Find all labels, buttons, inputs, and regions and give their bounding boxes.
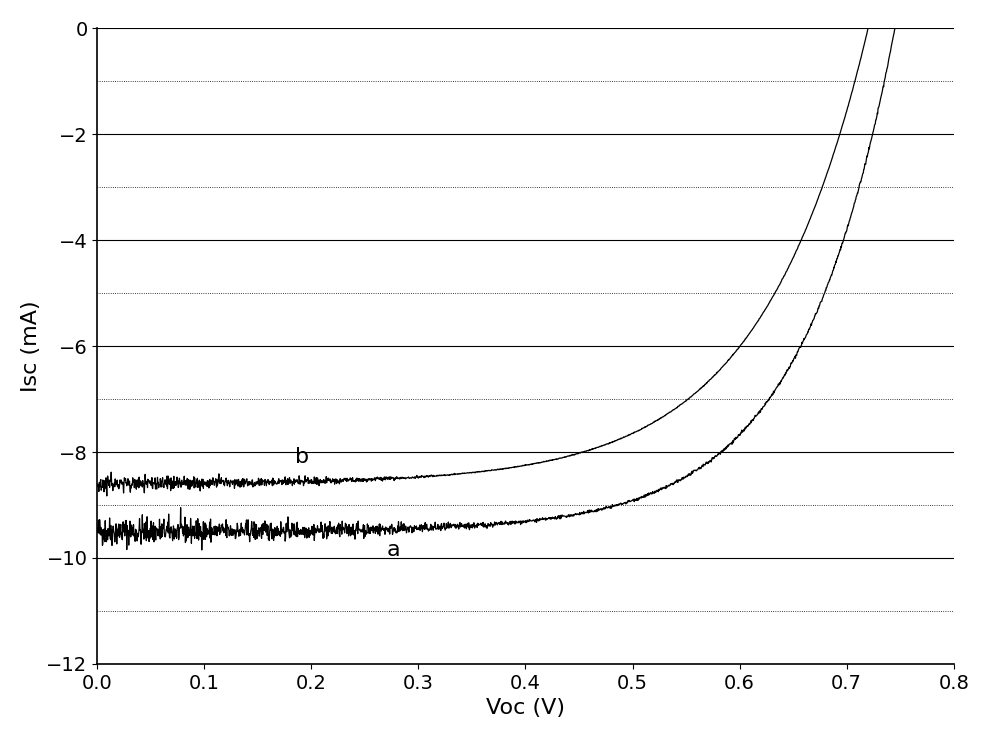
Text: b: b [295,447,310,467]
X-axis label: Voc (V): Voc (V) [486,698,565,718]
Y-axis label: Isc (mA): Isc (mA) [21,300,41,392]
Text: a: a [386,540,400,560]
